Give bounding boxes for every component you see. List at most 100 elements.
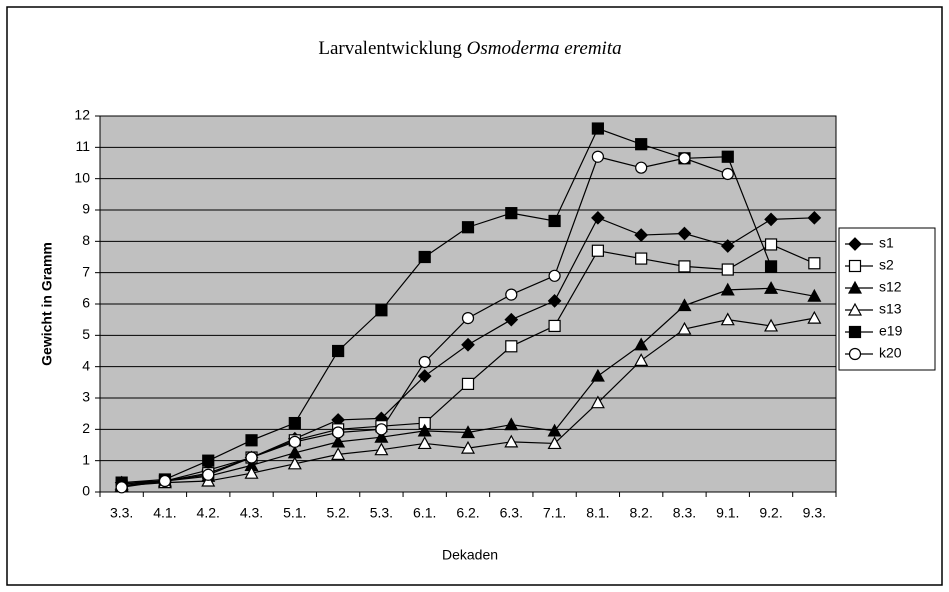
x-tick-label: 8.3.	[673, 505, 696, 521]
marker	[332, 344, 345, 358]
x-tick-label: 8.1.	[586, 505, 609, 521]
marker	[721, 167, 734, 181]
marker	[505, 207, 518, 220]
marker	[764, 212, 778, 227]
y-tick-label: 9	[82, 201, 90, 217]
marker	[720, 282, 735, 296]
marker	[202, 454, 215, 467]
x-tick-label: 4.2.	[197, 505, 220, 521]
x-axis-label: Dekaden	[442, 547, 498, 563]
x-tick-label: 6.1.	[413, 505, 436, 521]
marker	[590, 395, 605, 409]
marker	[504, 312, 519, 327]
marker	[505, 340, 518, 353]
series-line	[121, 127, 772, 484]
x-tick-label: 6.3.	[500, 505, 523, 521]
marker	[764, 318, 779, 332]
marker	[721, 150, 734, 163]
y-tick-label: 6	[82, 295, 90, 311]
marker	[418, 250, 431, 264]
marker	[158, 474, 172, 488]
marker	[331, 447, 346, 460]
y-tick-label: 5	[82, 326, 90, 342]
marker	[417, 423, 432, 437]
title-text: Larvalentwicklung	[318, 38, 462, 59]
marker	[460, 440, 476, 454]
marker	[764, 281, 779, 294]
marker	[375, 304, 388, 317]
marker	[807, 310, 822, 324]
x-tick-label: 7.1.	[543, 505, 566, 521]
y-tick-label: 2	[82, 420, 90, 436]
marker	[677, 298, 692, 312]
marker	[202, 468, 215, 481]
legend-label: s2	[879, 257, 894, 273]
y-tick-label: 1	[82, 451, 90, 467]
marker	[548, 214, 561, 228]
marker	[548, 269, 561, 282]
x-tick-label: 3.3.	[110, 505, 133, 521]
marker	[678, 260, 691, 273]
legend-box	[838, 227, 936, 371]
chart-title: Larvalentwicklung Osmoderma eremita	[318, 38, 621, 59]
marker	[634, 228, 649, 242]
marker	[461, 221, 475, 234]
y-tick-label: 0	[82, 483, 90, 499]
marker	[461, 377, 475, 390]
marker	[807, 210, 822, 225]
marker	[848, 259, 862, 273]
x-tick-label: 6.2.	[456, 505, 479, 521]
x-tick-label: 4.1.	[153, 505, 176, 521]
marker	[332, 426, 345, 439]
x-tick-label: 9.2.	[759, 505, 782, 521]
marker	[547, 294, 562, 308]
marker	[288, 416, 301, 430]
marker	[807, 288, 822, 302]
marker	[505, 288, 518, 301]
marker	[461, 337, 475, 352]
marker	[635, 252, 648, 265]
marker	[720, 312, 735, 326]
marker	[848, 347, 862, 361]
marker	[374, 429, 389, 443]
x-tick-label: 9.1.	[716, 505, 739, 521]
marker	[331, 434, 346, 448]
y-tick-label: 10	[74, 169, 90, 185]
marker	[720, 239, 735, 253]
legend-label: e19	[879, 323, 903, 339]
marker	[245, 451, 258, 464]
marker	[591, 210, 605, 225]
marker	[848, 237, 862, 251]
marker	[591, 150, 604, 163]
y-tick-label: 4	[82, 357, 90, 373]
marker	[677, 321, 692, 335]
marker	[461, 312, 475, 325]
y-tick-label: 12	[74, 107, 90, 123]
legend-label: s12	[879, 279, 902, 295]
marker	[847, 302, 863, 316]
legend-label: s13	[879, 301, 902, 317]
x-tick-label: 8.2.	[629, 505, 652, 521]
marker	[504, 417, 519, 431]
marker	[375, 423, 388, 436]
marker	[808, 257, 821, 270]
x-tick-label: 4.3.	[240, 505, 263, 521]
y-tick-label: 8	[82, 232, 90, 248]
title-italic: Osmoderma eremita	[467, 38, 622, 59]
x-tick-label: 9.3.	[803, 505, 826, 521]
marker	[591, 244, 604, 257]
marker	[244, 465, 259, 479]
legend-label: s1	[879, 235, 894, 251]
marker	[374, 442, 389, 456]
marker	[504, 434, 519, 448]
marker	[115, 481, 128, 494]
marker	[245, 434, 258, 447]
marker	[764, 238, 778, 251]
marker	[721, 263, 734, 276]
legend-label: k20	[879, 345, 902, 361]
y-tick-label: 11	[75, 138, 90, 154]
marker	[417, 369, 432, 383]
marker	[460, 425, 476, 439]
